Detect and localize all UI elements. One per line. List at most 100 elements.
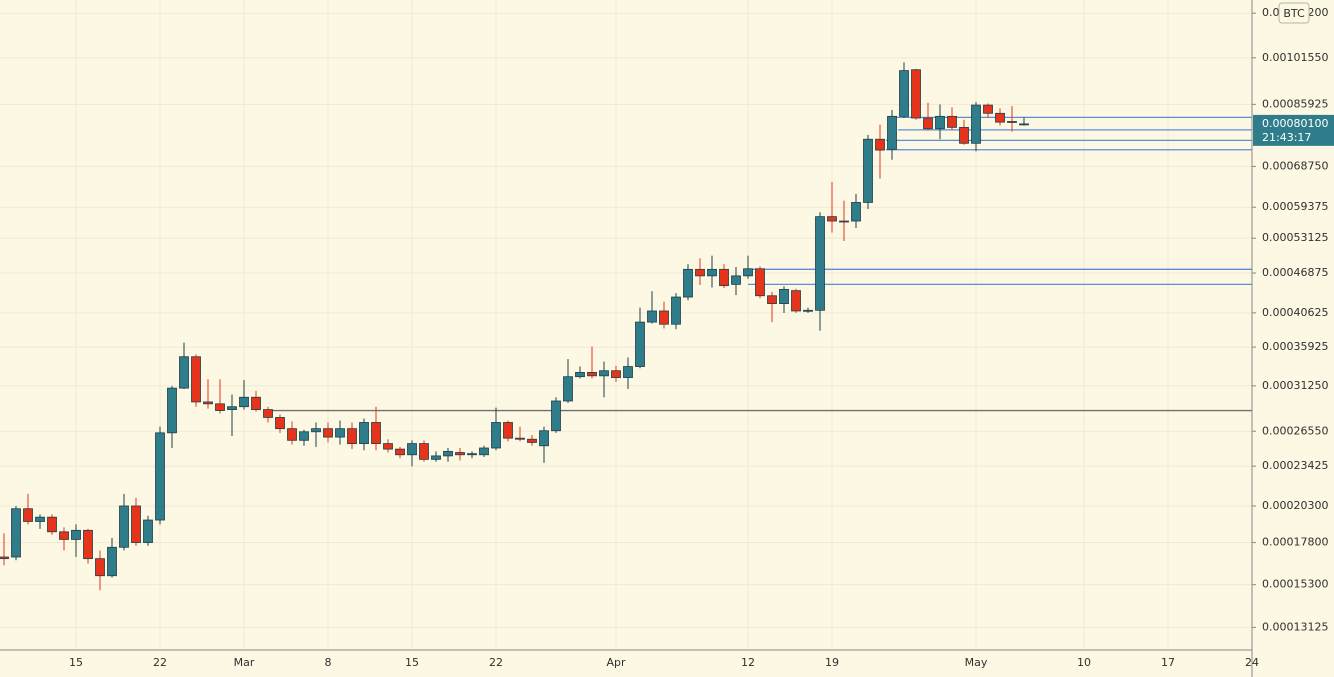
candle-body bbox=[263, 409, 273, 418]
candle-body bbox=[803, 309, 813, 312]
x-tick-label: 8 bbox=[325, 656, 332, 669]
candle-body bbox=[71, 529, 81, 540]
candle-body bbox=[239, 396, 249, 408]
y-tick-label: 0.00013125 bbox=[1262, 620, 1328, 633]
candle-body bbox=[143, 519, 153, 543]
candle-body bbox=[1019, 123, 1029, 126]
candle-body bbox=[611, 370, 621, 378]
candle-body bbox=[995, 112, 1005, 123]
y-tick-label: 0.00031250 bbox=[1262, 379, 1328, 392]
y-tick-label: 0.00017800 bbox=[1262, 536, 1328, 549]
grid bbox=[0, 0, 1253, 650]
candle-body bbox=[983, 104, 993, 114]
x-tick-label: 19 bbox=[825, 656, 839, 669]
y-tick-label: 0.00023425 bbox=[1262, 459, 1328, 472]
candle-body bbox=[935, 115, 945, 130]
y-tick-label: 0.00085925 bbox=[1262, 97, 1328, 110]
candle-body bbox=[371, 422, 381, 444]
candle-body bbox=[635, 321, 645, 367]
candle-body bbox=[887, 115, 897, 150]
candle-body bbox=[59, 531, 69, 540]
candle-body bbox=[107, 546, 117, 577]
price-axis-panel bbox=[1252, 0, 1334, 677]
candle-body bbox=[167, 387, 177, 434]
candle-body bbox=[311, 428, 321, 433]
candle-body bbox=[335, 428, 345, 438]
symbol-label: BTC bbox=[1283, 7, 1305, 20]
candle-body bbox=[215, 403, 225, 411]
candle-body bbox=[515, 437, 525, 440]
candle-body bbox=[875, 138, 885, 151]
candle-body bbox=[647, 310, 657, 323]
candle-body bbox=[551, 400, 561, 432]
candle-body bbox=[911, 69, 921, 119]
y-tick-label: 0.00026550 bbox=[1262, 424, 1328, 437]
candle-body bbox=[443, 450, 453, 457]
candle-body bbox=[419, 443, 429, 460]
candle-body bbox=[527, 438, 537, 443]
candle-body bbox=[839, 220, 849, 223]
candle-body bbox=[431, 455, 441, 460]
candle-body bbox=[119, 505, 129, 548]
x-tick-label: 24 bbox=[1245, 656, 1259, 669]
candle-body bbox=[479, 447, 489, 456]
y-tick-label: 0.00020300 bbox=[1262, 499, 1328, 512]
candle-body bbox=[47, 516, 57, 533]
x-tick-label: 10 bbox=[1077, 656, 1091, 669]
y-tick-label: 0.00068750 bbox=[1262, 159, 1328, 172]
candle-body bbox=[959, 126, 969, 144]
candle-body bbox=[347, 428, 357, 444]
candle-body bbox=[251, 396, 261, 410]
candle-body bbox=[947, 115, 957, 128]
candle-body bbox=[563, 376, 573, 402]
candle-body bbox=[407, 443, 417, 456]
candle-body bbox=[11, 508, 21, 558]
candle-body bbox=[659, 310, 669, 325]
x-tick-label: 22 bbox=[153, 656, 167, 669]
x-tick-label: 22 bbox=[489, 656, 503, 669]
y-tick-label: 0.00040625 bbox=[1262, 306, 1328, 319]
candle-body bbox=[0, 556, 9, 560]
candle-body bbox=[707, 268, 717, 277]
candle-body bbox=[275, 417, 285, 430]
candle-body bbox=[827, 216, 837, 222]
candle-body bbox=[467, 453, 477, 456]
candle-body bbox=[755, 268, 765, 297]
x-tick-label: 12 bbox=[741, 656, 755, 669]
candle-body bbox=[899, 70, 909, 117]
candle-body bbox=[623, 366, 633, 378]
candle-body bbox=[587, 372, 597, 377]
candle-body bbox=[815, 216, 825, 311]
candle-body bbox=[383, 443, 393, 450]
candle-body bbox=[95, 558, 105, 577]
candle-body bbox=[323, 428, 333, 438]
candle-body bbox=[791, 290, 801, 312]
y-tick-label: 0.00059375 bbox=[1262, 200, 1328, 213]
candle-body bbox=[131, 505, 141, 543]
candle-body bbox=[35, 516, 45, 522]
x-tick-label: 15 bbox=[69, 656, 83, 669]
candle-body bbox=[299, 431, 309, 441]
candle-body bbox=[191, 356, 201, 403]
x-tick-label: 15 bbox=[405, 656, 419, 669]
last-price-box bbox=[1253, 114, 1334, 146]
candle-body bbox=[491, 422, 501, 449]
candle-body bbox=[971, 104, 981, 144]
x-tick-label: May bbox=[965, 656, 988, 669]
candle-body bbox=[863, 138, 873, 203]
y-tick-label: 0.00053125 bbox=[1262, 231, 1328, 244]
plot bbox=[0, 62, 1252, 591]
candle-body bbox=[1007, 121, 1017, 123]
candle-body bbox=[83, 529, 93, 560]
symbol-badge[interactable] bbox=[1278, 2, 1310, 24]
candle-body bbox=[23, 508, 33, 522]
candle-body bbox=[395, 448, 405, 456]
y-tick-label: 0.00046875 bbox=[1262, 266, 1328, 279]
y-tick-label: 0.00101550 bbox=[1262, 51, 1328, 64]
y-tick-label: 0.00035925 bbox=[1262, 340, 1328, 353]
candle-body bbox=[203, 401, 213, 405]
candle-body bbox=[575, 372, 585, 378]
